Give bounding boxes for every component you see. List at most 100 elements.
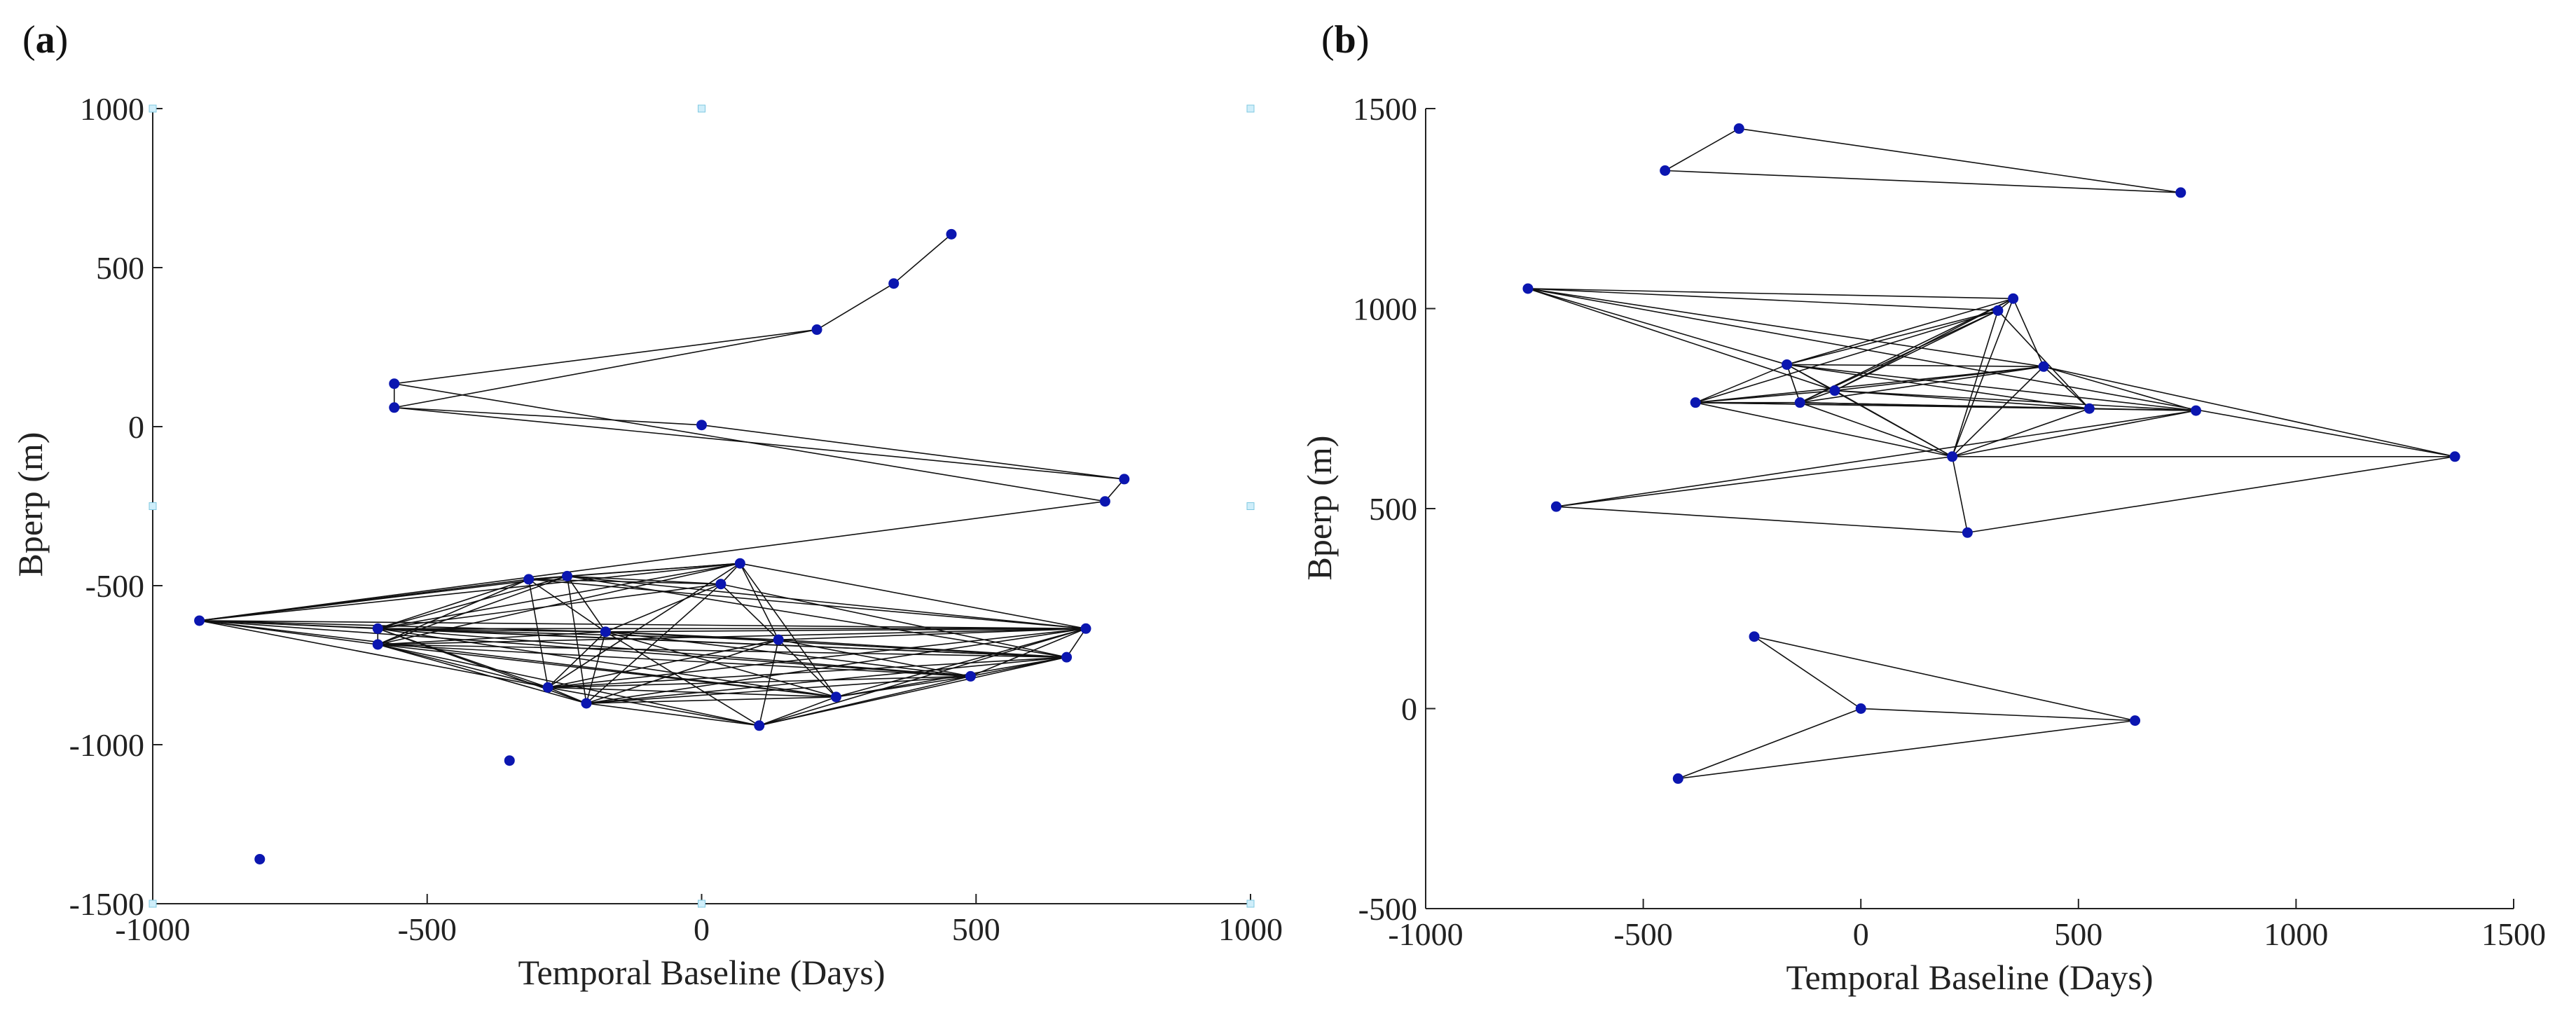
baseline-edge (586, 696, 836, 704)
baseline-edge (378, 575, 567, 630)
baseline-edge (1997, 310, 2090, 409)
baseline-edge (547, 687, 587, 704)
baseline-edge (1834, 390, 2090, 410)
baseline-edge (1834, 390, 1953, 457)
baseline-edge (1678, 708, 1861, 780)
baseline-edge (567, 575, 1087, 630)
y-tick-label: 500 (1369, 491, 1417, 527)
data-point (1660, 165, 1671, 177)
baseline-edge (2012, 298, 2044, 367)
data-point (1119, 474, 1130, 485)
baseline-edge (528, 579, 1087, 630)
data-point (946, 228, 957, 240)
baseline-edge (586, 631, 607, 704)
data-point (773, 634, 784, 645)
baseline-edge (2043, 366, 2090, 409)
baseline-edge (378, 563, 741, 630)
data-point (734, 558, 745, 569)
y-tick-label: -1000 (69, 727, 144, 763)
data-point (1947, 451, 1958, 462)
data-point (1061, 652, 1073, 663)
baseline-edge (1834, 390, 2196, 411)
y-axis-label: Bperp (m) (1300, 436, 1339, 581)
baseline-edge (1967, 455, 2456, 534)
data-point (372, 623, 383, 634)
baseline-edge (758, 640, 779, 726)
baseline-edge (1834, 310, 1999, 392)
baseline-edge (1678, 719, 2135, 780)
baseline-edge (759, 675, 971, 726)
data-point (389, 402, 400, 413)
baseline-edge (1739, 127, 2181, 193)
data-point (696, 420, 707, 431)
x-tick-label: 0 (1853, 916, 1869, 952)
baseline-edge (1952, 410, 2196, 457)
baseline-edge (1952, 408, 2090, 457)
baseline-edge (1527, 288, 1998, 312)
panel-a-scatter: -1000 -500 0 500 100010005000-500-1000-1500T… (11, 91, 1283, 992)
baseline-edge (199, 500, 1106, 621)
baseline-edge (1695, 401, 1952, 457)
baseline-edge (1527, 288, 1835, 392)
baseline-edge (2043, 366, 2196, 411)
baseline-edge (701, 424, 1124, 480)
data-point (715, 579, 726, 590)
x-tick-label: -1000 (115, 911, 190, 947)
data-point (542, 682, 553, 693)
data-point (965, 670, 976, 682)
baseline-edge (567, 575, 721, 585)
baseline-edge (586, 703, 759, 726)
baseline-edge (394, 329, 818, 408)
baseline-edge (1799, 390, 1835, 404)
baseline-edge (548, 628, 1087, 689)
data-point (1992, 305, 2004, 316)
reference-marker (1246, 900, 1255, 908)
baseline-edge (1786, 364, 1800, 403)
data-point (811, 324, 822, 336)
panel-a-label: (a) (22, 18, 69, 62)
y-tick-label: 1500 (1353, 91, 1417, 127)
baseline-edge (1066, 628, 1087, 658)
baseline-edge (759, 696, 836, 726)
baseline-edge (1527, 288, 2013, 300)
data-point (2449, 451, 2460, 462)
baseline-edge (1556, 506, 1968, 534)
baseline-edge (1695, 390, 1835, 404)
reference-marker (149, 104, 157, 113)
reference-marker (1246, 502, 1255, 510)
x-tick-label: 1000 (1218, 911, 1283, 947)
x-tick-label: 500 (952, 911, 1000, 947)
data-point (2038, 361, 2049, 372)
data-point (2130, 715, 2141, 726)
baseline-edge (605, 631, 971, 677)
baseline-edge (739, 563, 779, 640)
baseline-edge (778, 639, 837, 698)
baseline-edge (547, 687, 759, 726)
data-point (562, 570, 573, 581)
baseline-edge (547, 631, 606, 688)
baseline-edge (378, 631, 606, 645)
baseline-edge (199, 620, 1086, 630)
baseline-edge (567, 563, 741, 577)
baseline-edge (740, 563, 1087, 630)
baseline-edge (378, 628, 1086, 645)
baseline-edge (566, 575, 607, 633)
data-point (1749, 631, 1760, 642)
baseline-edge (1799, 401, 1952, 457)
data-point (1733, 123, 1744, 135)
baseline-edge (528, 579, 606, 633)
baseline-edge (548, 687, 836, 698)
baseline-edge (378, 563, 741, 645)
baseline-edge (836, 675, 971, 698)
baseline-edge (378, 628, 1067, 658)
panel-b-label: (b) (1321, 18, 1370, 62)
baseline-edge (1527, 288, 2044, 368)
y-axis-label: Bperp (m) (11, 432, 50, 577)
y-tick-label: 0 (1401, 691, 1417, 727)
y-tick-label: -500 (85, 568, 144, 604)
data-point (2191, 405, 2202, 416)
baseline-edge (199, 563, 741, 621)
baseline-edge (1952, 366, 2044, 457)
data-point (1782, 359, 1793, 370)
baseline-edge (1556, 410, 2196, 507)
